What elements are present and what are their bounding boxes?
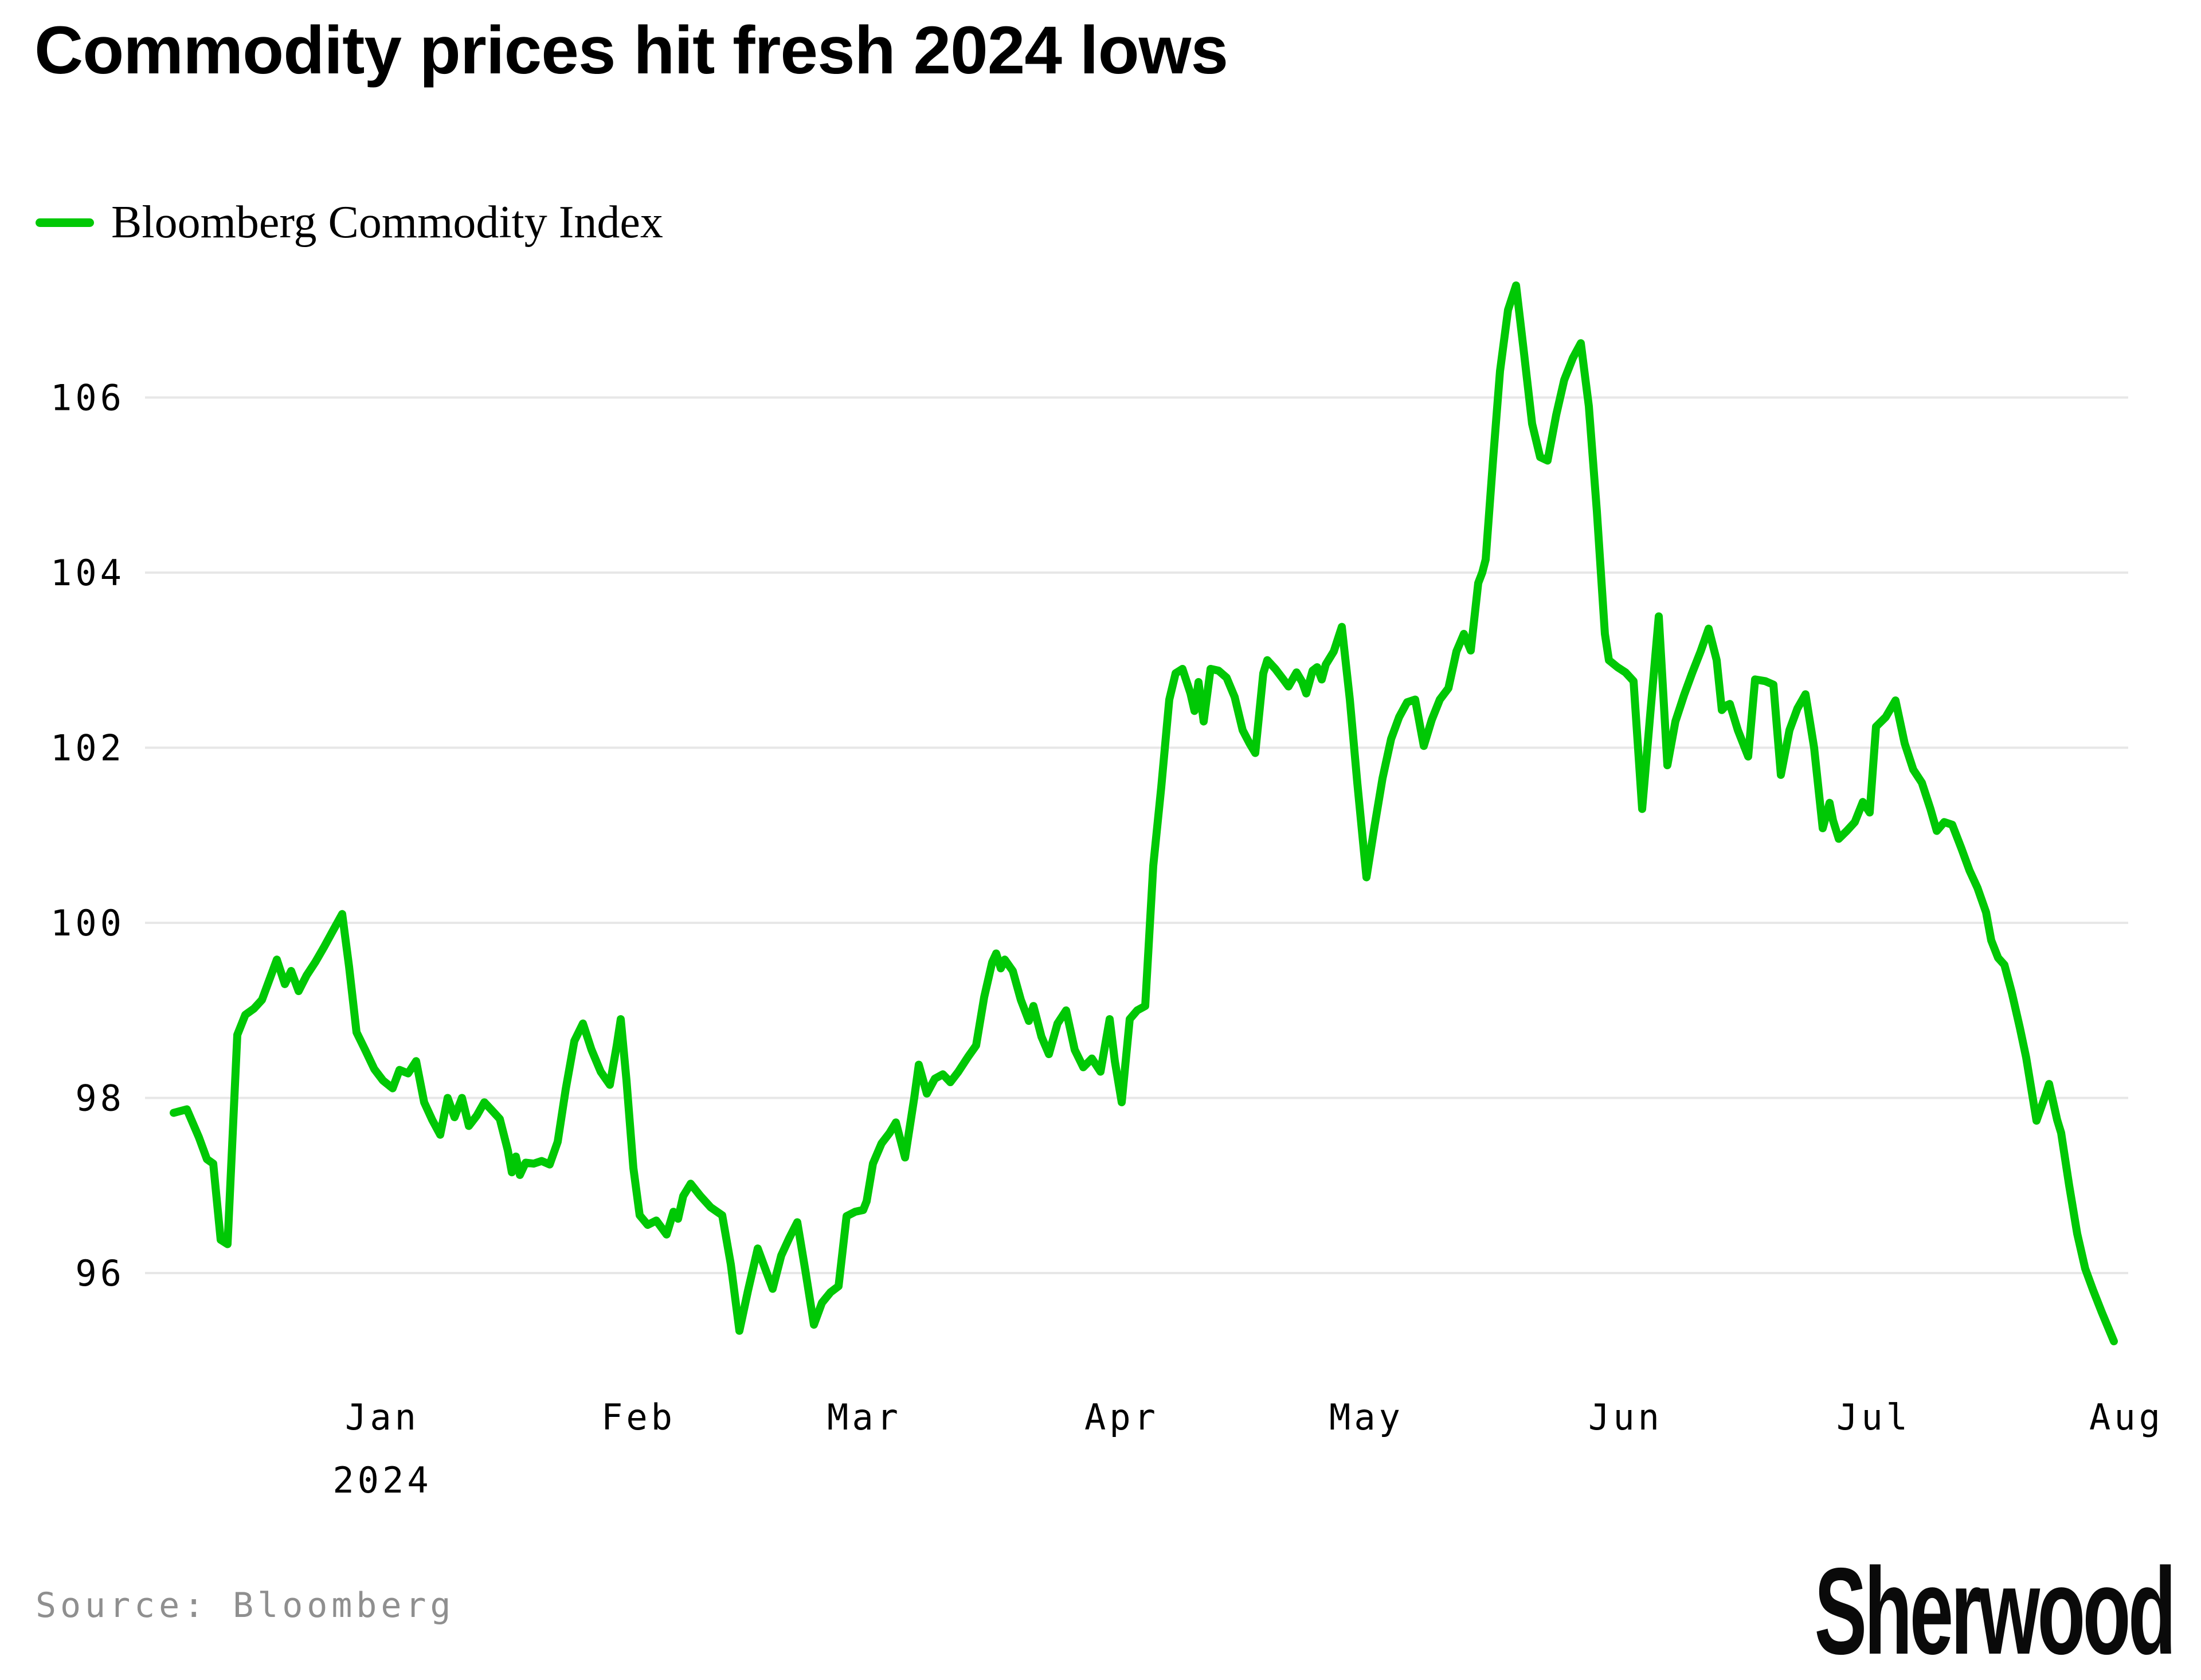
x-axis-year-label: 2024	[332, 1459, 432, 1501]
x-axis-label: Jul	[1836, 1396, 1911, 1438]
legend-swatch-line-icon	[36, 218, 94, 227]
y-axis-label: 98	[75, 1078, 125, 1119]
legend: Bloomberg Commodity Index	[36, 196, 663, 249]
chart-title: Commodity prices hit fresh 2024 lows	[34, 13, 1228, 88]
legend-label: Bloomberg Commodity Index	[111, 197, 663, 248]
x-axis-label: Apr	[1084, 1396, 1159, 1438]
x-axis-label: Aug	[2089, 1396, 2164, 1438]
x-axis-label: Mar	[827, 1396, 902, 1438]
price-line	[170, 281, 2118, 1346]
x-axis-label: Jun	[1588, 1396, 1663, 1438]
sherwood-logo: Sherwood	[1814, 1541, 2176, 1680]
y-axis-label: 102	[50, 727, 125, 769]
x-axis-label: Feb	[601, 1396, 676, 1438]
source-attribution: Source: Bloomberg	[36, 1585, 455, 1626]
x-axis-label: Jan	[345, 1396, 420, 1438]
y-axis-label: 96	[75, 1252, 125, 1294]
y-axis-label: 104	[50, 552, 125, 594]
y-axis-label: 100	[50, 902, 125, 944]
y-axis-label: 106	[50, 377, 125, 419]
x-axis-label: May	[1329, 1396, 1404, 1438]
